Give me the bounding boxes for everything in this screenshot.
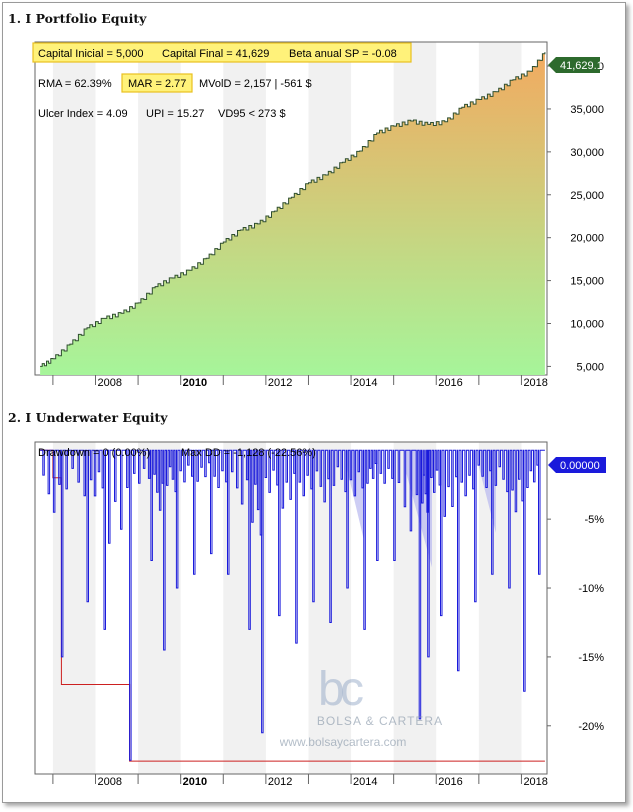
equity-section-title: 1. I Portfolio Equity <box>8 11 147 26</box>
bc-logo-icon: b c BOLSA & CARTERA www.bolsaycartera.co… <box>279 663 443 749</box>
underwater-section-title: 2. I Underwater Equity <box>8 410 168 425</box>
svg-text:c: c <box>340 663 364 716</box>
watermark-brand: BOLSA & CARTERA <box>317 714 443 728</box>
watermark: b c BOLSA & CARTERA www.bolsaycartera.co… <box>279 650 480 760</box>
watermark-url: www.bolsaycartera.com <box>280 735 406 749</box>
svg-text:b: b <box>318 663 345 716</box>
